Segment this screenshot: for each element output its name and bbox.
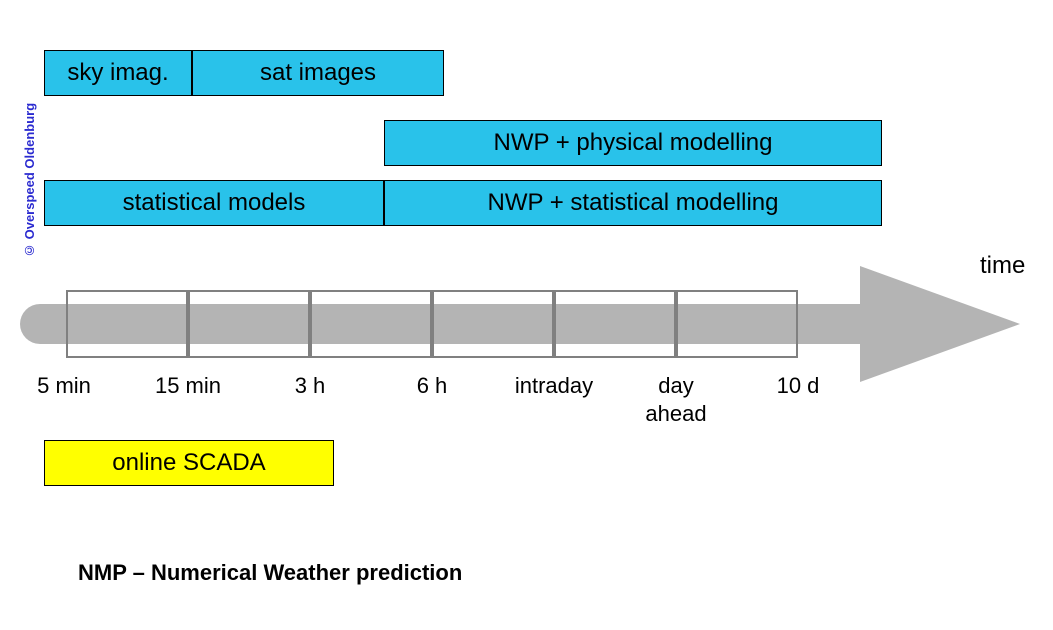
tick-t_day_ahead: dayahead <box>616 372 736 427</box>
timeline-cell-2 <box>310 290 432 358</box>
tick-t_10d: 10 d <box>738 372 858 400</box>
method-box-sat_images: sat images <box>192 50 444 96</box>
tick-t_6h: 6 h <box>372 372 492 400</box>
time-axis-label: time <box>980 252 1025 280</box>
method-box-nwp_physical: NWP + physical modelling <box>384 120 882 166</box>
tick-t_5min: 5 min <box>4 372 124 400</box>
timeline-cell-0 <box>66 290 188 358</box>
method-box-online_scada: online SCADA <box>44 440 334 486</box>
tick-t_3h: 3 h <box>250 372 370 400</box>
timeline-cell-4 <box>554 290 676 358</box>
method-box-nwp_statistical: NWP + statistical modelling <box>384 180 882 226</box>
method-box-sky_imag: sky imag. <box>44 50 192 96</box>
caption-text: NMP – Numerical Weather prediction <box>78 560 462 586</box>
timeline-cell-1 <box>188 290 310 358</box>
timeline-cell-5 <box>676 290 798 358</box>
tick-t_intraday: intraday <box>494 372 614 400</box>
timeline-cell-3 <box>432 290 554 358</box>
tick-t_15min: 15 min <box>128 372 248 400</box>
forecast-methods-diagram: © Overspeed Oldenburg sky imag.sat image… <box>0 0 1053 630</box>
method-box-statistical_models: statistical models <box>44 180 384 226</box>
